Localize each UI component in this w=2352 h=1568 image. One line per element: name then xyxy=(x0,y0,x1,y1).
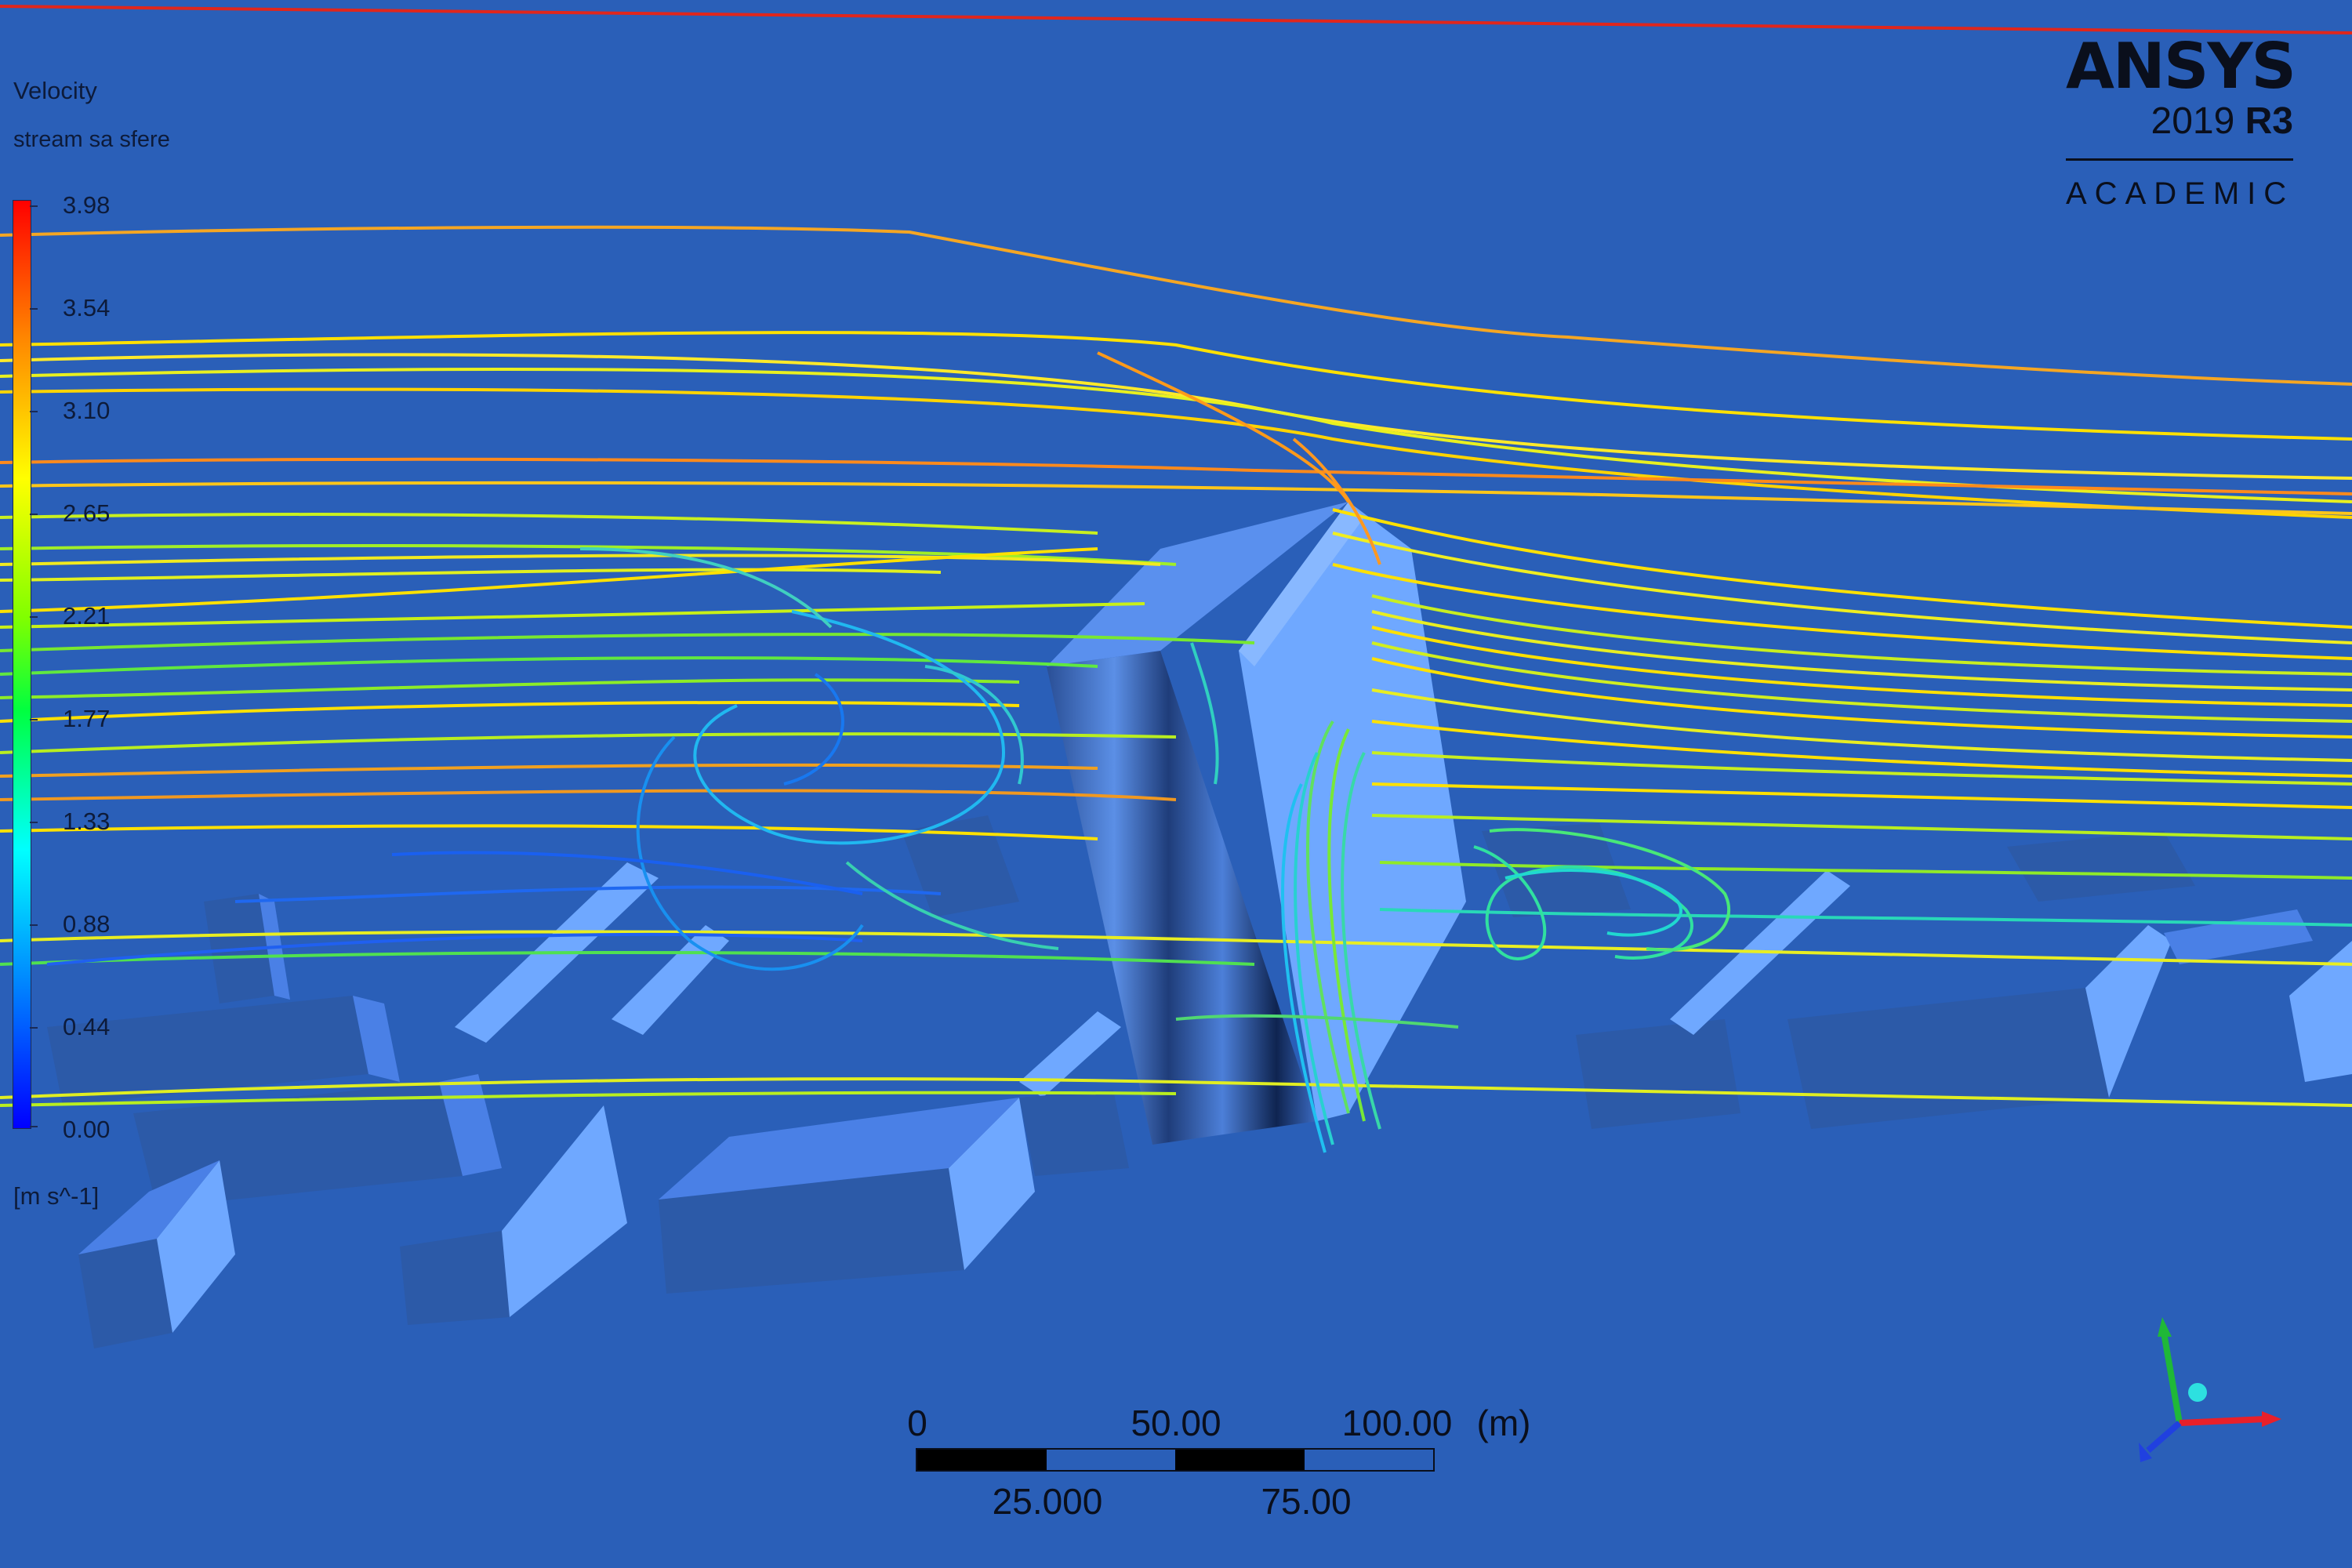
scale-label: 100.00 xyxy=(1341,1403,1453,1443)
legend-variable: Velocity xyxy=(13,77,97,104)
streamlines xyxy=(0,225,2352,1153)
legend-tick: 3.54 xyxy=(63,294,111,321)
logo-version: 2019 R3 xyxy=(2066,102,2293,141)
logo-edition: ACADEMIC xyxy=(2066,176,2295,211)
legend-colorbar xyxy=(13,200,31,1129)
legend-tick: 1.33 xyxy=(63,808,111,835)
buildings-front xyxy=(78,1098,1035,1348)
streamline-top-red xyxy=(0,5,2352,34)
legend-tick: 3.10 xyxy=(63,397,111,424)
scale-unit: (m) xyxy=(1476,1403,1531,1443)
logo-brand: ANSYS xyxy=(2066,30,2296,103)
x-axis-arrow-icon xyxy=(2179,1416,2267,1426)
scale-label: 50.00 xyxy=(1131,1403,1221,1443)
legend-tick: 2.65 xyxy=(63,499,111,527)
scale-label: 0 xyxy=(907,1403,927,1443)
scale-label: 25.000 xyxy=(992,1481,1103,1522)
central-tower xyxy=(1047,502,1466,1145)
legend-tick: 0.00 xyxy=(63,1116,111,1143)
logo-release: R3 xyxy=(2245,100,2293,142)
legend-tick: 0.88 xyxy=(63,910,111,938)
ansys-logo: ANSYS 2019 R3 ACADEMIC xyxy=(2066,30,2296,212)
buildings-mid xyxy=(47,862,2352,1207)
legend-unit: [m s^-1] xyxy=(13,1182,100,1210)
legend-object: stream sa sfere xyxy=(13,127,170,152)
scale-label: 75.00 xyxy=(1261,1481,1352,1522)
legend-tick: 3.98 xyxy=(63,191,111,219)
axis-triad[interactable] xyxy=(2139,1317,2281,1462)
legend-tick: 1.77 xyxy=(63,705,111,732)
scale-bar-segments xyxy=(916,1448,1435,1472)
legend-tick: 0.44 xyxy=(63,1013,111,1040)
logo-divider xyxy=(2066,158,2293,161)
logo-version-year: 2019 xyxy=(2151,100,2235,142)
z-axis-arrow-icon xyxy=(2146,1420,2182,1454)
legend-tick: 2.21 xyxy=(63,602,111,630)
y-axis-arrow-icon xyxy=(2161,1332,2183,1424)
